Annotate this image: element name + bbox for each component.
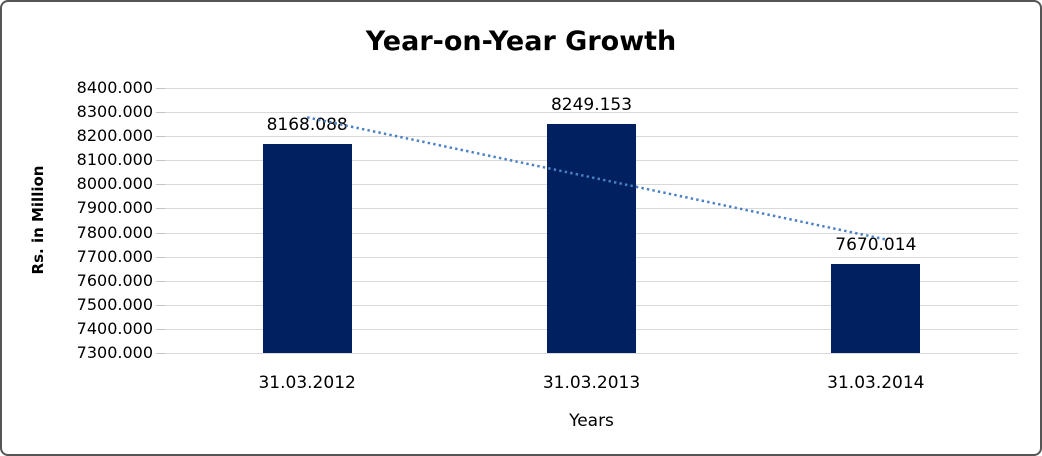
y-axis-tickmark xyxy=(156,256,165,258)
y-axis-tickmark xyxy=(156,184,165,186)
y-tick-label: 7500.000 xyxy=(76,294,153,314)
bar-data-label: 8168.088 xyxy=(266,114,348,135)
y-axis-tickmark xyxy=(156,304,165,306)
y-tick-label: 7400.000 xyxy=(76,318,153,338)
y-tick-label: 7800.000 xyxy=(76,222,153,242)
x-axis-title: Years xyxy=(569,411,614,431)
y-axis-tickmark xyxy=(156,208,165,210)
y-axis-tickmark xyxy=(156,232,165,234)
y-axis-tickmark xyxy=(156,112,165,114)
y-tick-label: 7300.000 xyxy=(76,343,153,362)
x-tick-label: 31.03.2012 xyxy=(258,373,356,393)
y-axis-tickmark xyxy=(156,353,165,354)
y-tick-label: 8100.000 xyxy=(76,150,153,170)
gridline xyxy=(165,88,1018,89)
y-tick-label: 7700.000 xyxy=(76,246,153,266)
x-tick-label: 31.03.2013 xyxy=(542,373,641,393)
gridline xyxy=(165,112,1018,114)
y-tick-label: 8400.000 xyxy=(76,78,153,97)
y-tick-label: 8200.000 xyxy=(76,126,153,146)
y-axis-tickmark xyxy=(156,88,165,89)
bar xyxy=(262,143,352,353)
y-tick-label: 7900.000 xyxy=(76,198,153,218)
y-tick-label: 8000.000 xyxy=(76,174,153,194)
gridline xyxy=(165,353,1018,354)
y-axis-tickmark xyxy=(156,160,165,162)
y-axis-tickmark xyxy=(156,280,165,282)
bar xyxy=(547,124,636,353)
x-tick-label: 31.03.2014 xyxy=(827,373,925,393)
bar-data-label: 7670.014 xyxy=(835,234,917,255)
bar-data-label: 8249.153 xyxy=(550,95,633,116)
y-tick-label: 7600.000 xyxy=(76,270,153,290)
bar xyxy=(831,263,921,353)
y-axis-tickmark xyxy=(156,328,165,330)
y-tick-label: 8300.000 xyxy=(76,102,153,122)
y-axis-tickmark xyxy=(156,136,165,138)
chart-title: Year-on-Year Growth xyxy=(365,26,677,57)
